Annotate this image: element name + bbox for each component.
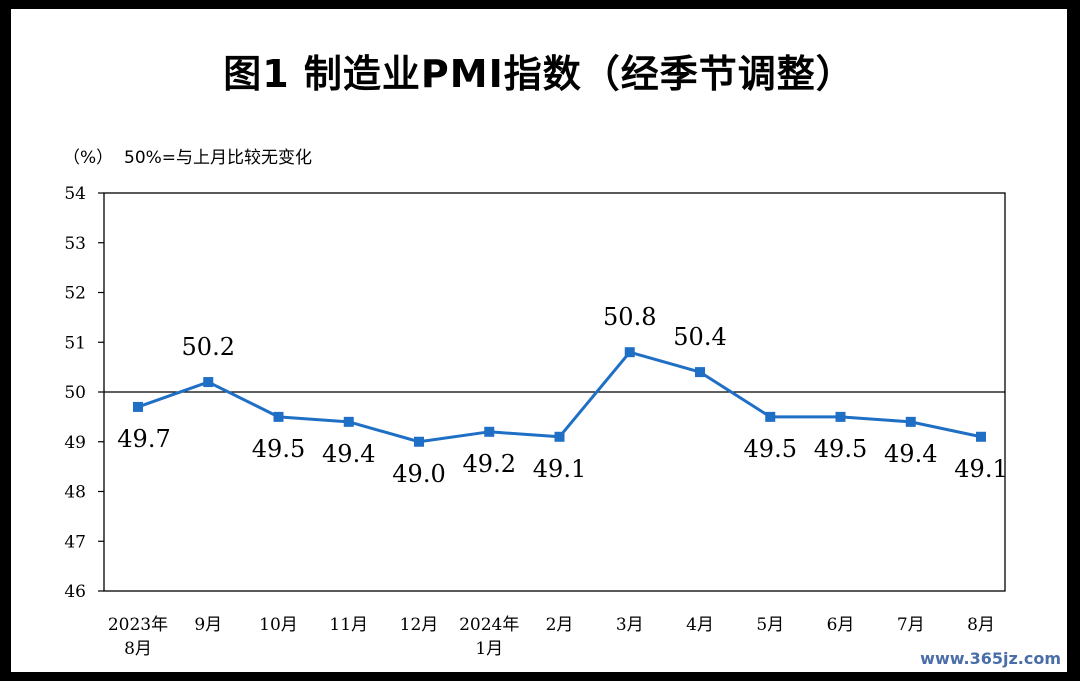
data-point (624, 347, 635, 358)
x-tick-label: 3月 (616, 615, 644, 635)
data-point (554, 431, 565, 442)
data-label: 50.2 (182, 333, 235, 361)
chart-title: 图1 制造业PMI指数（经季节调整） (223, 52, 855, 96)
x-tick-label: 2023年 (108, 615, 168, 635)
x-tick-label: 4月 (686, 615, 714, 635)
data-label: 49.7 (117, 425, 170, 453)
x-tick-label: 11月 (329, 615, 368, 635)
data-label: 49.1 (954, 455, 1007, 483)
y-tick-label: 52 (64, 284, 86, 304)
y-tick-label: 46 (64, 582, 86, 602)
x-tick-label: 5月 (756, 615, 784, 635)
series-line (137, 350, 982, 444)
y-tick-label: 53 (64, 234, 86, 254)
data-label: 49.5 (814, 435, 867, 463)
data-label: 49.2 (463, 450, 516, 478)
x-tick-label: 12月 (400, 615, 439, 635)
data-label: 50.8 (603, 303, 656, 331)
data-label: 49.0 (392, 460, 445, 488)
chart-frame: 图1 制造业PMI指数（经季节调整） （%） 50%=与上月比较无变化 46 47… (11, 9, 1067, 672)
y-tick-label: 48 (64, 483, 86, 503)
watermark: www.365jz.com (920, 649, 1061, 668)
y-tick-label: 50 (64, 383, 86, 403)
y-tick-label: 51 (64, 333, 86, 353)
data-label: 49.5 (744, 435, 797, 463)
data-point (976, 431, 986, 442)
y-axis-unit: （%） (63, 148, 114, 168)
x-tick-label: 9月 (194, 615, 222, 635)
x-tick-label: 2024年 (459, 615, 519, 635)
data-point (905, 416, 916, 427)
data-point (765, 411, 776, 422)
data-label: 49.1 (533, 455, 586, 483)
data-label: 49.5 (252, 435, 305, 463)
chart-note: 50%=与上月比较无变化 (124, 148, 313, 168)
data-point (835, 411, 846, 422)
x-tick-label: 2月 (546, 615, 574, 635)
data-point (343, 416, 354, 427)
x-tick-label: 8月 (124, 639, 152, 659)
data-point (695, 367, 705, 378)
data-label: 50.4 (673, 323, 726, 351)
x-tick-label: 8月 (967, 615, 995, 635)
x-tick-label: 10月 (259, 615, 298, 635)
y-tick-label: 49 (64, 433, 86, 453)
data-point (484, 426, 495, 437)
data-label: 49.4 (884, 440, 937, 468)
data-point (133, 401, 143, 412)
line-chart: 46 47 48 49 50 51 52 53 54 2023年 8月 9月 10月 11月 12月 2024… (64, 184, 1007, 659)
data-label: 49.4 (322, 440, 375, 468)
y-tick-label: 54 (64, 184, 86, 204)
x-tick-label: 7月 (897, 615, 925, 635)
x-tick-label: 1月 (475, 639, 503, 659)
data-point (273, 411, 284, 422)
y-tick-label: 47 (64, 532, 86, 552)
data-point (203, 377, 214, 388)
x-tick-label: 6月 (827, 615, 855, 635)
data-point (414, 436, 424, 447)
